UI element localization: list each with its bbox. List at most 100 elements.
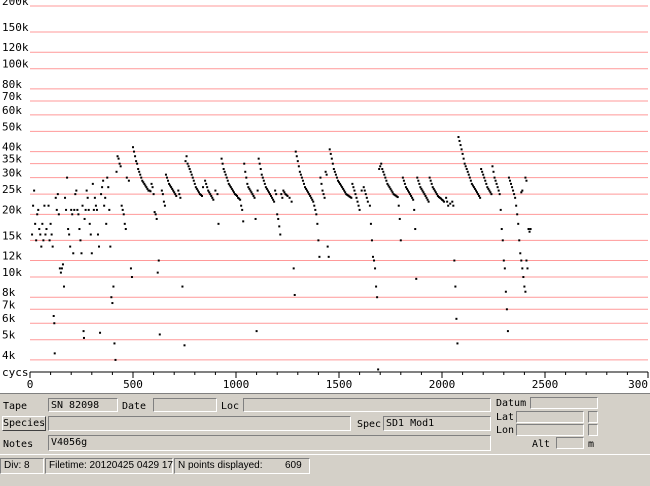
data-point (122, 213, 125, 216)
data-point (248, 187, 251, 190)
data-point (124, 228, 127, 231)
data-point (357, 204, 360, 207)
data-point (425, 196, 428, 199)
tape-field[interactable]: SN 82098 (48, 398, 118, 412)
y-tick-label: 70k (2, 90, 22, 103)
data-point (206, 186, 209, 189)
data-point (224, 173, 227, 176)
notes-field[interactable]: V4056g (48, 435, 491, 451)
data-point (37, 208, 40, 211)
data-point (94, 204, 97, 207)
data-point (304, 186, 307, 189)
y-tick-label: 8k (2, 286, 16, 299)
data-point (503, 267, 506, 270)
data-point (226, 179, 229, 182)
data-point (398, 217, 401, 220)
data-point (353, 189, 356, 192)
data-point (38, 228, 41, 231)
x-tick-label: 1000 (223, 378, 250, 391)
data-point (245, 176, 248, 179)
data-point (59, 271, 62, 274)
spec-field[interactable]: SD1 Mod1 (383, 416, 491, 431)
lat-hemisphere-field[interactable] (588, 411, 598, 423)
data-point (451, 200, 454, 203)
data-point (32, 204, 35, 207)
data-point (34, 222, 37, 225)
data-point (494, 179, 497, 182)
data-point (274, 189, 277, 192)
data-point (151, 186, 154, 189)
data-point (350, 196, 353, 199)
data-point (188, 168, 191, 171)
metadata-panel: Tape SN 82098 Date Loc Datum Lat Lon Alt… (0, 393, 650, 455)
data-point (233, 193, 236, 196)
data-point (485, 182, 488, 185)
data-point (221, 162, 224, 165)
species-field[interactable] (48, 416, 351, 431)
data-point (178, 193, 181, 196)
species-button[interactable]: Species (2, 416, 46, 431)
data-point (191, 176, 194, 179)
alt-field[interactable] (556, 437, 584, 449)
data-point (148, 189, 151, 192)
data-point (53, 322, 56, 325)
x-tick-label: 1500 (326, 378, 353, 391)
data-point (47, 204, 50, 207)
data-point (412, 198, 415, 201)
y-tick-label: 7k (2, 298, 16, 311)
data-point (80, 252, 83, 255)
data-point (262, 179, 265, 182)
data-point (391, 191, 394, 194)
data-point (296, 160, 299, 163)
data-point (427, 200, 430, 203)
data-point (524, 176, 527, 179)
data-point (295, 155, 298, 158)
data-point (268, 193, 271, 196)
data-point (319, 176, 322, 179)
data-point (173, 191, 176, 194)
npoints-status: N points displayed: 609 (174, 458, 310, 474)
data-point (452, 204, 455, 207)
data-point (330, 157, 333, 160)
data-point (386, 182, 389, 185)
datum-field[interactable] (530, 397, 598, 409)
data-point (500, 228, 503, 231)
data-point (396, 196, 399, 199)
data-point (69, 245, 72, 248)
data-point (181, 285, 184, 288)
data-point (435, 193, 438, 196)
data-point (241, 208, 244, 211)
lon-field[interactable] (516, 424, 584, 436)
data-point (163, 204, 166, 207)
data-point (246, 182, 249, 185)
data-point (464, 165, 467, 168)
data-point (169, 184, 172, 187)
data-point (392, 193, 395, 196)
data-point (310, 196, 313, 199)
date-field[interactable] (153, 398, 217, 412)
data-point (258, 162, 261, 165)
data-point (130, 276, 133, 279)
data-point (87, 208, 90, 211)
data-point (404, 186, 407, 189)
data-point (373, 259, 376, 262)
data-point (465, 168, 468, 171)
data-point (356, 200, 359, 203)
data-point (56, 193, 59, 196)
location-field[interactable] (243, 398, 491, 412)
tape-label: Tape (3, 401, 28, 412)
data-point (486, 186, 489, 189)
x-tick-label: 0 (27, 378, 34, 391)
data-point (83, 217, 86, 220)
data-point (339, 182, 342, 185)
data-point (285, 193, 288, 196)
data-point (102, 179, 105, 182)
data-point (152, 193, 155, 196)
lat-field[interactable] (516, 411, 584, 423)
lon-hemisphere-field[interactable] (588, 424, 598, 436)
y-tick-label: 60k (2, 104, 22, 117)
data-point (284, 193, 287, 196)
data-point (110, 296, 113, 299)
data-point (58, 267, 61, 270)
data-point (322, 193, 325, 196)
